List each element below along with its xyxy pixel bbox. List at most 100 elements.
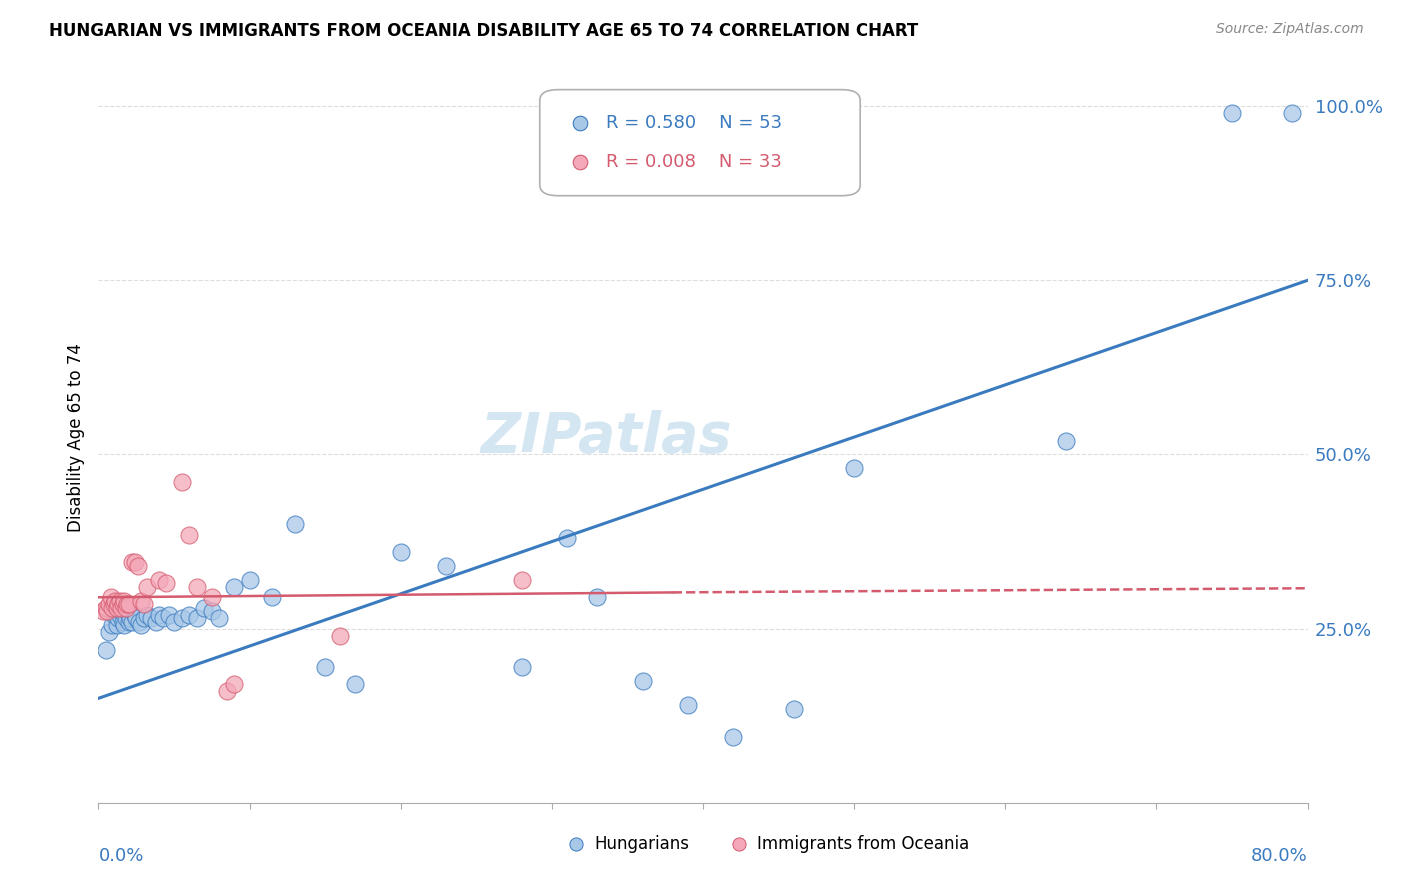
Point	[129, 594, 152, 608]
Point	[1220, 106, 1243, 120]
Text: 0.0%: 0.0%	[98, 847, 143, 864]
Text: R = 0.008    N = 33: R = 0.008 N = 33	[606, 153, 782, 171]
Point	[101, 618, 124, 632]
Point	[121, 556, 143, 570]
Point	[631, 673, 654, 688]
Text: 80.0%: 80.0%	[1251, 847, 1308, 864]
Point	[159, 607, 181, 622]
Text: HUNGARIAN VS IMMIGRANTS FROM OCEANIA DISABILITY AGE 65 TO 74 CORRELATION CHART: HUNGARIAN VS IMMIGRANTS FROM OCEANIA DIS…	[49, 22, 918, 40]
Point	[1281, 106, 1303, 120]
Point	[107, 597, 129, 611]
Point	[103, 597, 125, 611]
Point	[215, 684, 238, 698]
Point	[179, 527, 201, 541]
Point	[262, 591, 284, 605]
Point	[329, 629, 352, 643]
Point	[193, 600, 215, 615]
Point	[314, 660, 336, 674]
Point	[163, 615, 186, 629]
Point	[201, 591, 224, 605]
Point	[239, 573, 262, 587]
Point	[115, 597, 138, 611]
Point	[124, 556, 146, 570]
Point	[110, 604, 132, 618]
Point	[132, 597, 155, 611]
Point	[108, 594, 131, 608]
Point	[676, 698, 699, 713]
Point	[1054, 434, 1077, 448]
Point	[389, 545, 412, 559]
Point	[128, 615, 150, 629]
Point	[208, 611, 231, 625]
Point	[96, 604, 118, 618]
Point	[91, 604, 114, 618]
Point	[107, 611, 129, 625]
Point	[103, 607, 125, 622]
Point	[124, 607, 146, 622]
Point	[685, 836, 707, 850]
Point	[723, 730, 745, 744]
Point	[148, 573, 170, 587]
Point	[179, 607, 201, 622]
FancyBboxPatch shape	[540, 90, 860, 195]
Point	[555, 531, 578, 545]
Point	[689, 149, 711, 163]
Point	[101, 600, 124, 615]
Point	[112, 618, 135, 632]
Point	[125, 611, 148, 625]
Y-axis label: Disability Age 65 to 74: Disability Age 65 to 74	[66, 343, 84, 532]
Point	[510, 573, 533, 587]
Point	[114, 600, 136, 615]
Text: Hungarians: Hungarians	[595, 836, 689, 854]
Point	[170, 611, 193, 625]
Point	[889, 836, 911, 850]
Point	[145, 615, 167, 629]
Point	[98, 625, 121, 640]
Point	[105, 618, 128, 632]
Text: Source: ZipAtlas.com: Source: ZipAtlas.com	[1216, 22, 1364, 37]
Point	[108, 607, 131, 622]
Point	[132, 611, 155, 625]
Point	[844, 461, 866, 475]
Point	[148, 607, 170, 622]
Text: R = 0.580    N = 53: R = 0.580 N = 53	[606, 114, 782, 132]
Point	[104, 594, 127, 608]
Point	[224, 580, 246, 594]
Point	[135, 607, 157, 622]
Point	[112, 594, 135, 608]
Point	[110, 600, 132, 615]
Point	[115, 604, 138, 618]
Point	[114, 611, 136, 625]
Point	[121, 615, 143, 629]
Point	[111, 615, 134, 629]
Point	[201, 604, 224, 618]
Text: Immigrants from Oceania: Immigrants from Oceania	[758, 836, 970, 854]
Point	[152, 611, 174, 625]
Point	[118, 615, 141, 629]
Point	[434, 558, 457, 573]
Point	[510, 660, 533, 674]
Point	[105, 600, 128, 615]
Point	[94, 600, 117, 615]
Point	[104, 600, 127, 615]
Point	[94, 642, 117, 657]
Point	[120, 611, 142, 625]
Text: ZIPatlas: ZIPatlas	[481, 410, 733, 464]
Point	[141, 611, 163, 625]
Point	[783, 702, 806, 716]
Point	[129, 618, 152, 632]
Point	[100, 591, 122, 605]
Point	[586, 591, 609, 605]
Point	[186, 580, 208, 594]
Point	[135, 580, 157, 594]
Point	[170, 475, 193, 490]
Point	[155, 576, 177, 591]
Point	[284, 517, 307, 532]
Point	[118, 597, 141, 611]
Point	[344, 677, 367, 691]
Point	[186, 611, 208, 625]
Point	[127, 558, 149, 573]
Point	[98, 597, 121, 611]
Point	[111, 597, 134, 611]
Point	[224, 677, 246, 691]
